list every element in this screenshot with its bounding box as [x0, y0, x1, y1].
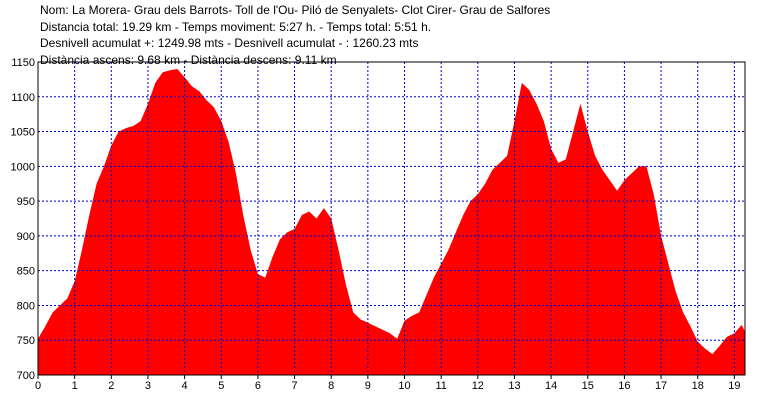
x-tick-label: 13 [508, 380, 520, 392]
elevation-gain-line: Desnivell acumulat +: 1249.98 mts - Desn… [40, 36, 419, 50]
x-tick-label: 7 [291, 380, 297, 392]
y-tick-label: 750 [17, 335, 35, 347]
x-tick-label: 1 [72, 380, 78, 392]
x-tick-label: 12 [472, 380, 484, 392]
x-tick-label: 9 [365, 380, 371, 392]
track-name: Nom: La Morera- Grau dels Barrots- Toll … [40, 3, 551, 17]
y-tick-label: 700 [17, 370, 35, 382]
x-tick-label: 5 [218, 380, 224, 392]
x-tick-label: 16 [618, 380, 630, 392]
x-tick-label: 14 [545, 380, 557, 392]
x-tick-label: 3 [145, 380, 151, 392]
x-tick-label: 0 [35, 380, 41, 392]
y-tick-label: 950 [17, 196, 35, 208]
x-tick-label: 6 [255, 380, 261, 392]
x-tick-label: 19 [728, 380, 740, 392]
y-tick-label: 850 [17, 266, 35, 278]
x-tick-label: 18 [692, 380, 704, 392]
distance-time-line: Distancia total: 19.29 km - Temps movime… [40, 19, 432, 34]
y-tick-label: 1150 [11, 57, 35, 69]
y-tick-label: 900 [17, 231, 35, 243]
elevation-area [38, 69, 745, 375]
x-tick-label: 17 [655, 380, 667, 392]
x-tick-label: 8 [328, 380, 334, 392]
y-tick-label: 800 [17, 300, 35, 312]
plot-frame [37, 61, 746, 376]
x-tick-label: 4 [182, 380, 188, 392]
track-info: Nom: La Morera- Grau dels Barrots- Toll … [40, 2, 760, 68]
x-tick-label: 11 [435, 380, 446, 392]
x-tick-label: 2 [108, 380, 114, 392]
y-tick-label: 1100 [11, 92, 35, 104]
y-tick-label: 1000 [11, 161, 35, 173]
y-tick-label: 1050 [11, 127, 35, 139]
x-tick-label: 10 [398, 380, 410, 392]
x-tick-label: 15 [582, 380, 594, 392]
ascent-descent-line: Distància ascens: 9.68 km - Distància de… [40, 52, 337, 67]
